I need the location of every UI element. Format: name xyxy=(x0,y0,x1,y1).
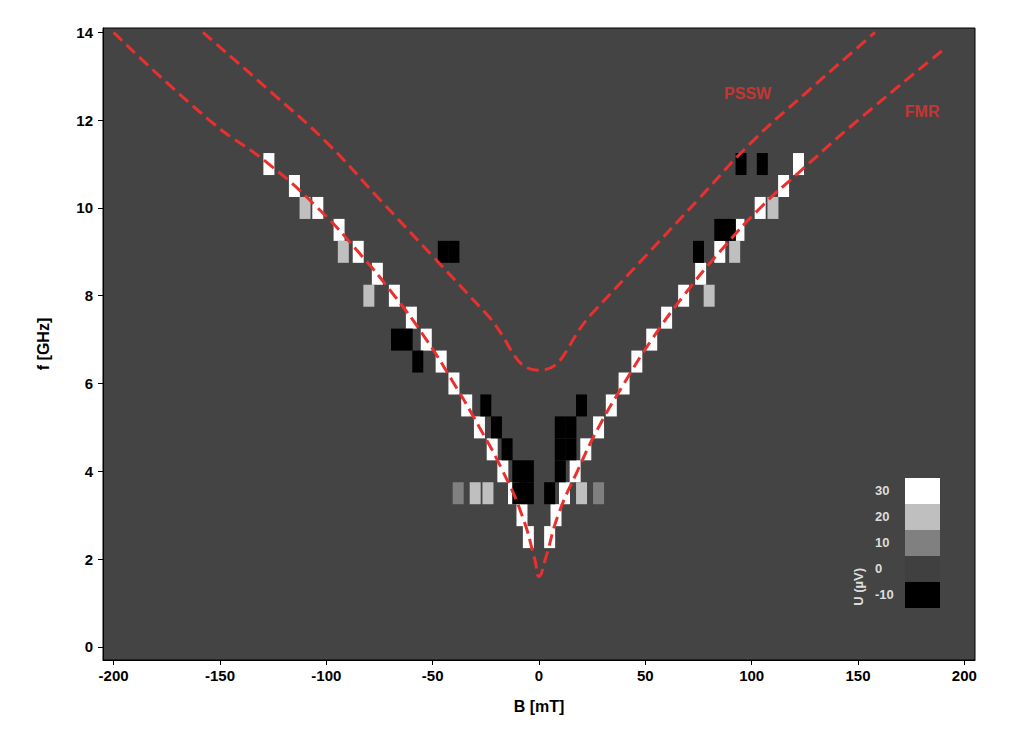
svg-text:50: 50 xyxy=(637,667,654,684)
svg-text:30: 30 xyxy=(875,483,889,498)
svg-text:10: 10 xyxy=(76,199,93,216)
svg-text:10: 10 xyxy=(875,535,889,550)
svg-text:200: 200 xyxy=(952,667,977,684)
svg-text:-200: -200 xyxy=(99,667,129,684)
svg-text:PSSW: PSSW xyxy=(724,85,772,102)
svg-text:B [mT]: B [mT] xyxy=(514,698,565,715)
svg-text:f [GHz]: f [GHz] xyxy=(35,318,52,370)
svg-text:6: 6 xyxy=(85,375,93,392)
svg-text:14: 14 xyxy=(76,24,93,41)
svg-text:-100: -100 xyxy=(311,667,341,684)
svg-text:150: 150 xyxy=(846,667,871,684)
svg-text:0: 0 xyxy=(875,561,882,576)
svg-text:FMR: FMR xyxy=(905,103,940,120)
svg-text:-10: -10 xyxy=(875,587,894,602)
svg-text:U (µV): U (µV) xyxy=(851,568,866,606)
svg-text:0: 0 xyxy=(535,667,543,684)
svg-text:2: 2 xyxy=(85,551,93,568)
svg-text:-150: -150 xyxy=(205,667,235,684)
svg-text:0: 0 xyxy=(85,638,93,655)
svg-text:100: 100 xyxy=(739,667,764,684)
svg-text:8: 8 xyxy=(85,287,93,304)
svg-text:12: 12 xyxy=(76,112,93,129)
svg-text:4: 4 xyxy=(85,463,94,480)
svg-text:-50: -50 xyxy=(422,667,444,684)
svg-text:20: 20 xyxy=(875,509,889,524)
